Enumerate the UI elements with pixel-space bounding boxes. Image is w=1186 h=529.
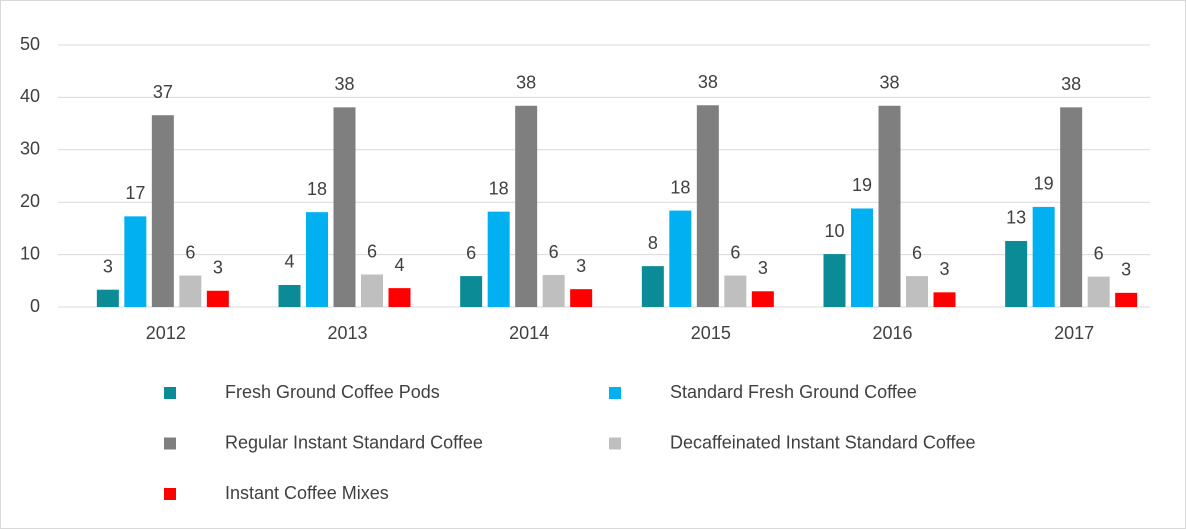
- value-label: 17: [125, 183, 145, 203]
- bar: [460, 276, 483, 307]
- bar: [333, 107, 356, 307]
- legend-label: Instant Coffee Mixes: [225, 483, 389, 503]
- bar: [179, 275, 202, 307]
- legend-marker: [164, 437, 176, 450]
- bar: [124, 216, 147, 307]
- x-tick-label: 2014: [509, 323, 549, 343]
- bar: [361, 274, 383, 307]
- value-label: 4: [394, 255, 404, 275]
- value-label: 6: [1094, 243, 1104, 263]
- bar: [151, 115, 174, 307]
- legend-label: Regular Instant Standard Coffee: [225, 432, 483, 452]
- y-tick-label: 20: [20, 191, 40, 211]
- value-label: 38: [516, 73, 536, 93]
- value-label: 19: [852, 175, 872, 195]
- legend-marker: [609, 437, 621, 450]
- y-tick-label: 30: [20, 139, 40, 159]
- bar: [542, 275, 565, 307]
- bar: [724, 275, 747, 307]
- bar: [751, 291, 774, 307]
- bar: [96, 289, 119, 307]
- value-label: 13: [1006, 208, 1026, 228]
- bar: [1087, 276, 1110, 307]
- value-label: 38: [879, 73, 899, 93]
- legend-marker: [164, 387, 176, 399]
- x-tick-label: 2017: [1054, 323, 1094, 343]
- bar: [851, 208, 873, 307]
- legend-marker: [609, 387, 621, 399]
- value-label: 3: [758, 258, 768, 278]
- bar: [878, 105, 901, 307]
- bar: [906, 276, 928, 307]
- x-tick-label: 2016: [872, 323, 912, 343]
- bar: [570, 289, 593, 307]
- bar: [1005, 240, 1028, 307]
- y-tick-label: 10: [20, 243, 40, 263]
- bar: [388, 288, 411, 307]
- legend-label: Standard Fresh Ground Coffee: [670, 382, 917, 402]
- value-label: 6: [466, 243, 476, 263]
- value-label: 3: [213, 258, 223, 278]
- legend-label: Decaffeinated Instant Standard Coffee: [670, 432, 976, 452]
- bar: [641, 266, 664, 307]
- value-label: 19: [1034, 174, 1054, 194]
- x-tick-label: 2012: [146, 323, 186, 343]
- bar: [823, 254, 846, 307]
- legend-marker: [164, 488, 176, 500]
- legend-label: Fresh Ground Coffee Pods: [225, 382, 440, 402]
- value-label: 8: [648, 233, 658, 253]
- bar: [933, 292, 956, 307]
- bar: [1032, 206, 1055, 307]
- bar: [206, 290, 229, 307]
- value-label: 38: [698, 72, 718, 92]
- value-label: 6: [549, 242, 559, 262]
- value-label: 38: [1061, 74, 1081, 94]
- value-label: 18: [489, 178, 509, 198]
- x-tick-label: 2013: [327, 323, 367, 343]
- value-label: 3: [103, 256, 113, 276]
- bar: [696, 105, 719, 307]
- bar: [1115, 292, 1138, 307]
- bar: [515, 105, 538, 307]
- x-tick-label: 2015: [691, 323, 731, 343]
- bar: [278, 284, 301, 307]
- value-label: 3: [939, 259, 949, 279]
- value-label: 6: [730, 242, 740, 262]
- value-label: 10: [824, 221, 844, 241]
- bar: [306, 212, 328, 307]
- y-tick-label: 40: [20, 86, 40, 106]
- y-tick-label: 50: [20, 34, 40, 54]
- value-label: 18: [670, 177, 690, 197]
- bar: [1060, 107, 1083, 307]
- value-label: 6: [912, 243, 922, 263]
- value-label: 6: [367, 241, 377, 261]
- value-label: 38: [334, 74, 354, 94]
- y-tick-label: 0: [30, 296, 40, 316]
- value-label: 3: [576, 256, 586, 276]
- value-label: 4: [284, 252, 294, 272]
- value-label: 3: [1121, 260, 1131, 280]
- value-label: 6: [185, 242, 195, 262]
- bar: [487, 211, 510, 307]
- value-label: 37: [153, 82, 173, 102]
- bar: [669, 210, 692, 307]
- value-label: 18: [307, 179, 327, 199]
